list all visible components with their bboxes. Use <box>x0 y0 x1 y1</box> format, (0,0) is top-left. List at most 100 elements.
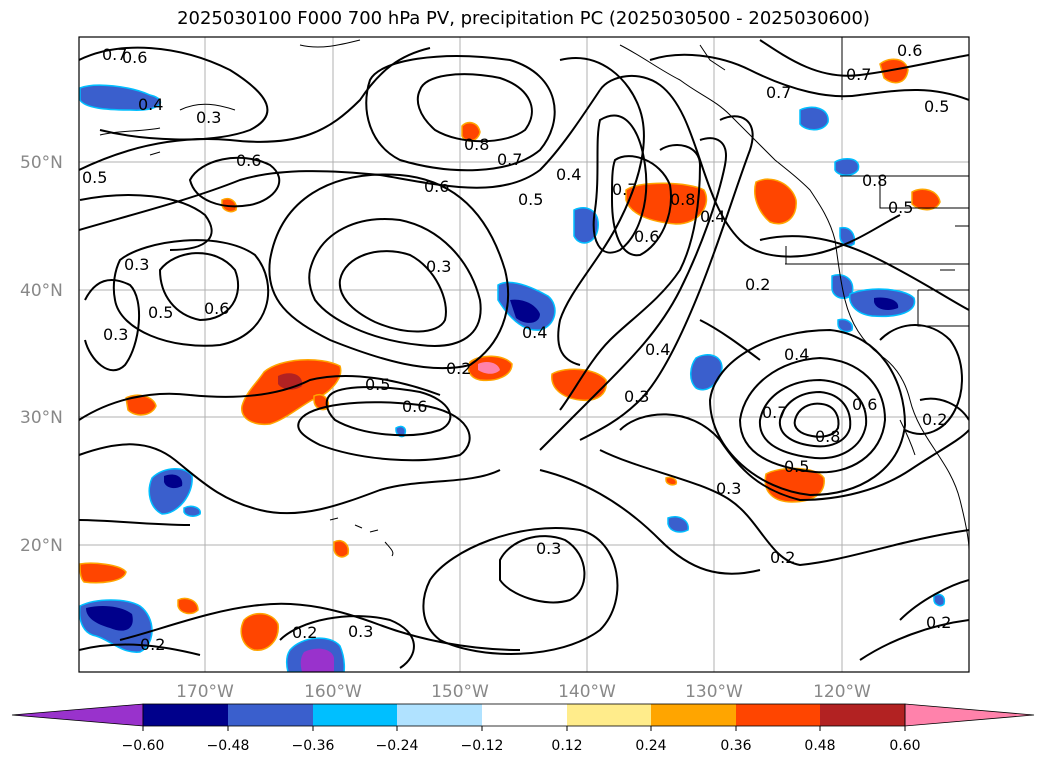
contour-label: 0.2 <box>446 359 471 378</box>
contour-label: 0.3 <box>536 539 561 558</box>
lon-label-170w: 170°W <box>176 682 234 702</box>
colorbar-segment <box>651 704 736 726</box>
contour-label: 0.4 <box>138 95 163 114</box>
contour-label: 0.4 <box>556 165 581 184</box>
colorbar-extend-left <box>11 703 144 727</box>
precip-patch-pos <box>125 394 157 416</box>
map-title: 2025030100 F000 700 hPa PV, precipitatio… <box>177 8 870 29</box>
contour-label: 0.6 <box>122 48 147 67</box>
contour-label: 0.8 <box>464 135 489 154</box>
contour-label: 0.5 <box>365 375 390 394</box>
colorbar-segment <box>143 704 228 726</box>
precip-patch-pos <box>551 368 607 402</box>
contour-label: 0.8 <box>670 190 695 209</box>
colorbar-segment <box>313 704 397 726</box>
contour-label: 0.5 <box>518 190 543 209</box>
colorbar: −0.60 −0.48 −0.36 −0.24 −0.12 0.12 0.24 … <box>11 703 1035 754</box>
precip-patch-neg <box>79 84 162 111</box>
map-background <box>79 37 969 672</box>
contour-label: 0.3 <box>196 108 221 127</box>
lon-label-160w: 160°W <box>304 682 362 702</box>
lat-label-20n: 20°N <box>20 536 63 556</box>
colorbar-segment <box>228 704 313 726</box>
precip-shading <box>79 58 946 672</box>
contour-label: 0.5 <box>924 97 949 116</box>
precip-patch-neg <box>86 606 133 631</box>
colorbar-tick: 0.12 <box>551 738 582 754</box>
contour-label: 0.3 <box>624 387 649 406</box>
precip-patch-neg <box>834 157 860 176</box>
contour-label: 0.7 <box>762 403 787 422</box>
contour-label: 0.4 <box>700 207 725 226</box>
colorbar-segment <box>736 704 820 726</box>
contour-label: 0.4 <box>522 323 547 342</box>
precip-patch-pos <box>240 612 279 651</box>
lon-labels: 170°W 160°W 150°W 140°W 130°W 120°W <box>176 682 871 702</box>
colorbar-tick: 0.36 <box>720 738 751 754</box>
colorbar-tick: 0.24 <box>635 738 666 754</box>
colorbar-tick: 0.60 <box>889 738 920 754</box>
colorbar-segment <box>482 704 567 726</box>
colorbar-tick: −0.60 <box>122 738 165 754</box>
precip-patch-neg <box>837 318 854 333</box>
contour-label: 0.6 <box>897 41 922 60</box>
contour-label: 0.3 <box>426 257 451 276</box>
contour-label: 0.3 <box>716 479 741 498</box>
contour-label: 0.7 <box>612 180 637 199</box>
precip-patch-neg <box>874 297 899 310</box>
contour-label: 0.7 <box>497 150 522 169</box>
contour-label: 0.5 <box>82 168 107 187</box>
precip-patch-pos <box>665 476 678 486</box>
contour-label: 0.6 <box>236 151 261 170</box>
contour-label: 0.2 <box>745 275 770 294</box>
map-frame <box>78 36 970 673</box>
contour-label: 0.2 <box>292 623 317 642</box>
precip-patch-neg <box>300 648 334 672</box>
colorbar-frame <box>142 703 906 727</box>
contour-label: 0.8 <box>815 427 840 446</box>
contour-label: 0.6 <box>634 227 659 246</box>
contour-label: 0.6 <box>204 299 229 318</box>
lon-label-150w: 150°W <box>431 682 489 702</box>
lon-label-120w: 120°W <box>813 682 871 702</box>
contour-label: 0.7 <box>102 45 127 64</box>
lon-label-140w: 140°W <box>558 682 616 702</box>
colorbar-segment <box>820 704 905 726</box>
precip-patch-neg <box>933 593 946 607</box>
contour-label: 0.8 <box>862 171 887 190</box>
precip-patch-neg <box>183 505 201 517</box>
colorbar-tick: 0.48 <box>804 738 835 754</box>
colorbar-tick: −0.36 <box>292 738 335 754</box>
colorbar-extend-right <box>904 703 1035 727</box>
lat-label-50n: 50°N <box>20 153 63 173</box>
precip-patch-neg <box>667 516 689 533</box>
precip-patch-neg <box>799 106 829 131</box>
colorbar-segment <box>397 704 482 726</box>
contour-label: 0.2 <box>922 410 947 429</box>
precip-patch-pos <box>241 359 342 426</box>
precip-patch-pos <box>879 58 909 84</box>
precip-patch-pos <box>754 178 797 225</box>
precip-patch-neg <box>164 474 183 489</box>
contour-label: 0.5 <box>148 303 173 322</box>
precip-patch-pos <box>333 540 350 558</box>
contour-label: 0.5 <box>784 457 809 476</box>
precip-patch-neg <box>510 299 540 323</box>
contour-label: 0.6 <box>852 395 877 414</box>
lon-label-130w: 130°W <box>685 682 743 702</box>
coastlines <box>99 37 969 557</box>
colorbar-tick: −0.12 <box>461 738 504 754</box>
precip-patch-pos <box>478 362 500 374</box>
contour-label: 0.7 <box>766 83 791 102</box>
contour-label: 0.7 <box>846 65 871 84</box>
lat-label-30n: 30°N <box>20 408 63 428</box>
precip-patch-neg <box>573 207 599 244</box>
contour-label: 0.6 <box>424 177 449 196</box>
contour-label: 0.3 <box>124 255 149 274</box>
contour-label: 0.4 <box>645 340 670 359</box>
colorbar-tick: −0.24 <box>376 738 419 754</box>
contour-label: 0.2 <box>770 548 795 567</box>
precip-patch-pos <box>79 562 127 584</box>
contour-label: 0.2 <box>140 635 165 654</box>
